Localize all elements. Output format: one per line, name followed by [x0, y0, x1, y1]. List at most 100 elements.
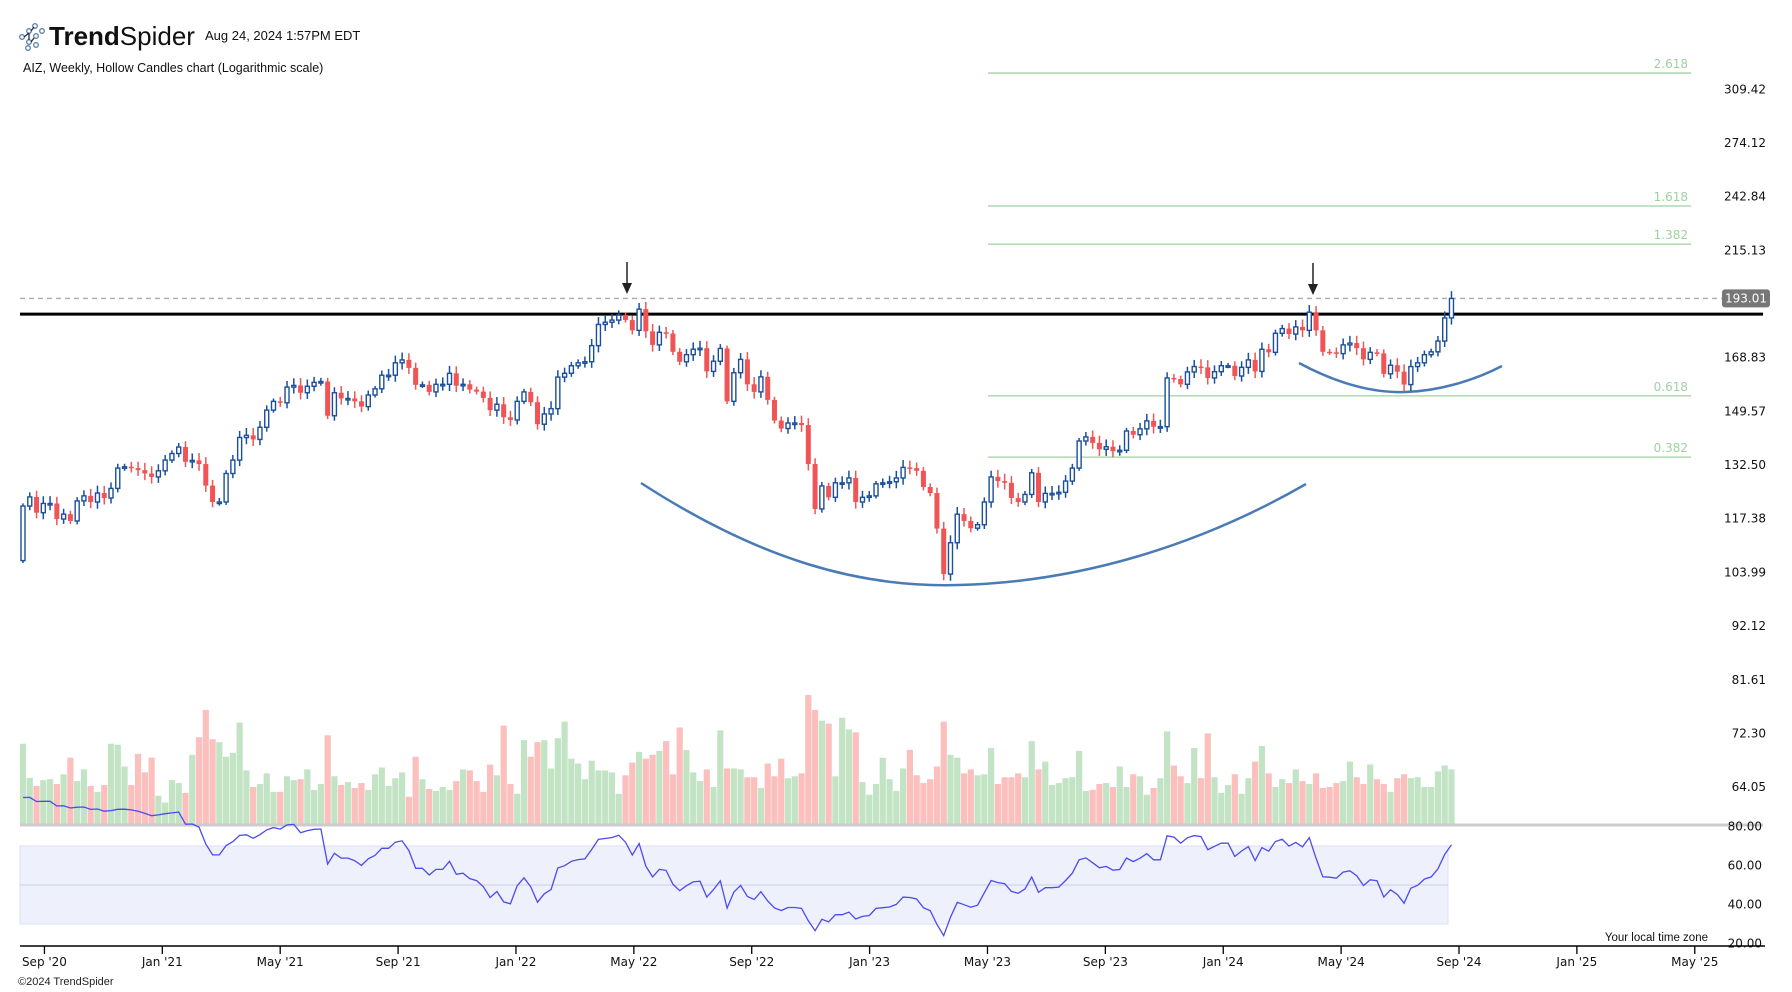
volume-bar — [1258, 746, 1266, 825]
volume-bar — [175, 783, 182, 825]
volume-bar — [547, 768, 555, 825]
candle — [934, 487, 940, 534]
candle — [1211, 365, 1218, 384]
volume-bar — [1191, 747, 1198, 825]
candle-body-hollow — [886, 481, 893, 484]
volume-bar — [757, 787, 765, 825]
candle — [1421, 350, 1428, 367]
price-tick-label: 149.57 — [1724, 404, 1766, 418]
candle — [710, 355, 717, 377]
candle-body-hollow — [1137, 428, 1143, 436]
candle-body-filled — [1252, 359, 1258, 372]
candle — [338, 385, 344, 405]
volume-bar — [263, 773, 270, 825]
volume-bar — [473, 781, 480, 825]
candle — [717, 344, 724, 366]
candle-body-hollow — [710, 360, 717, 373]
candle-body-hollow — [785, 422, 791, 430]
candle-body-filled — [142, 470, 148, 474]
candle — [1259, 342, 1265, 378]
candle — [304, 379, 311, 399]
candle — [663, 326, 669, 339]
candle-body-hollow — [575, 362, 581, 367]
volume-bar — [1177, 776, 1184, 825]
candle — [886, 475, 893, 489]
candle-body-hollow — [1245, 359, 1252, 369]
candle — [74, 497, 80, 525]
volume-bar — [60, 774, 67, 825]
volume-bar — [629, 762, 636, 825]
candle-body-filled — [1090, 436, 1096, 443]
candle — [866, 491, 872, 502]
candle-body-hollow — [47, 502, 53, 506]
volume-bar — [981, 774, 988, 825]
candle-body-filled — [1151, 420, 1157, 427]
candle — [1090, 430, 1096, 449]
cup-arc-annotation[interactable] — [640, 481, 1307, 587]
arrow-annotation-2[interactable] — [1308, 263, 1318, 295]
volume-bar — [893, 790, 900, 825]
price-axis[interactable]: 309.42 274.12 242.84 215.13 168.83 149.57 132.… — [1724, 82, 1766, 794]
time-axis[interactable]: Sep '20 Jan '21 May '21 Sep '21 Jan '22 May '… — [22, 946, 1718, 969]
candle — [846, 470, 852, 490]
candle-body-hollow — [1272, 332, 1279, 354]
volume-bar — [811, 709, 819, 825]
candle-body-hollow — [446, 372, 453, 386]
candle — [629, 315, 635, 335]
brand-light: Spider — [120, 21, 195, 51]
candle — [142, 462, 148, 481]
candle-body-hollow — [717, 347, 724, 362]
candle — [487, 391, 493, 417]
candle-body-hollow — [893, 477, 900, 483]
volume-bar — [1299, 781, 1306, 825]
candle-body-hollow — [223, 472, 229, 503]
candle-body-filled — [1333, 352, 1339, 354]
price-tick-label: 72.30 — [1732, 726, 1766, 740]
volume-bar — [784, 778, 792, 825]
candle — [67, 510, 73, 525]
candle — [1008, 476, 1014, 505]
volume-bar — [1224, 785, 1232, 825]
candle-body-filled — [426, 384, 432, 392]
candle-body-hollow — [880, 482, 886, 486]
candle-body-hollow — [372, 388, 378, 396]
candle-body-filled — [1036, 472, 1041, 503]
candle — [758, 370, 764, 398]
candle-body-filled — [453, 373, 459, 386]
fibonacci-extension[interactable]: 2.618 1.618 1.382 0.618 0.382 — [988, 57, 1691, 458]
candle-body-filled — [101, 493, 107, 499]
volume-bar — [439, 786, 446, 825]
candle-body-hollow — [1211, 370, 1218, 379]
candle-body-filled — [1394, 365, 1400, 372]
chart-title: AIZ, Weekly, Hollow Candles chart (Logar… — [23, 61, 323, 75]
volume-bar — [920, 783, 927, 825]
volume-bar — [778, 758, 785, 825]
candle — [683, 349, 690, 367]
candle — [419, 381, 426, 388]
candle-body-filled — [413, 367, 419, 385]
candle — [1448, 291, 1455, 325]
volume-bar — [1089, 789, 1096, 825]
candle-body-filled — [1008, 482, 1014, 499]
volume-bar — [114, 744, 121, 825]
volume-bar — [1184, 783, 1191, 825]
time-tick-label: Jan '23 — [848, 955, 890, 969]
candle-body-hollow — [115, 467, 121, 490]
volume-bar — [1346, 761, 1354, 825]
candle-body-filled — [182, 447, 188, 462]
candle-body-hollow — [873, 483, 879, 497]
arrow-annotation-1[interactable] — [622, 262, 632, 294]
volume-bar — [967, 769, 974, 825]
candle — [1056, 485, 1062, 500]
candle — [812, 458, 818, 515]
candle — [426, 380, 432, 396]
candle-body-hollow — [792, 422, 798, 426]
volume-bar — [134, 753, 142, 825]
candle-body-filled — [352, 398, 358, 402]
candle-body-filled — [325, 381, 331, 416]
candle — [880, 478, 886, 488]
volume-bar — [1170, 765, 1177, 825]
handle-arc-annotation[interactable] — [1298, 361, 1503, 394]
candle-body-filled — [1205, 367, 1211, 378]
